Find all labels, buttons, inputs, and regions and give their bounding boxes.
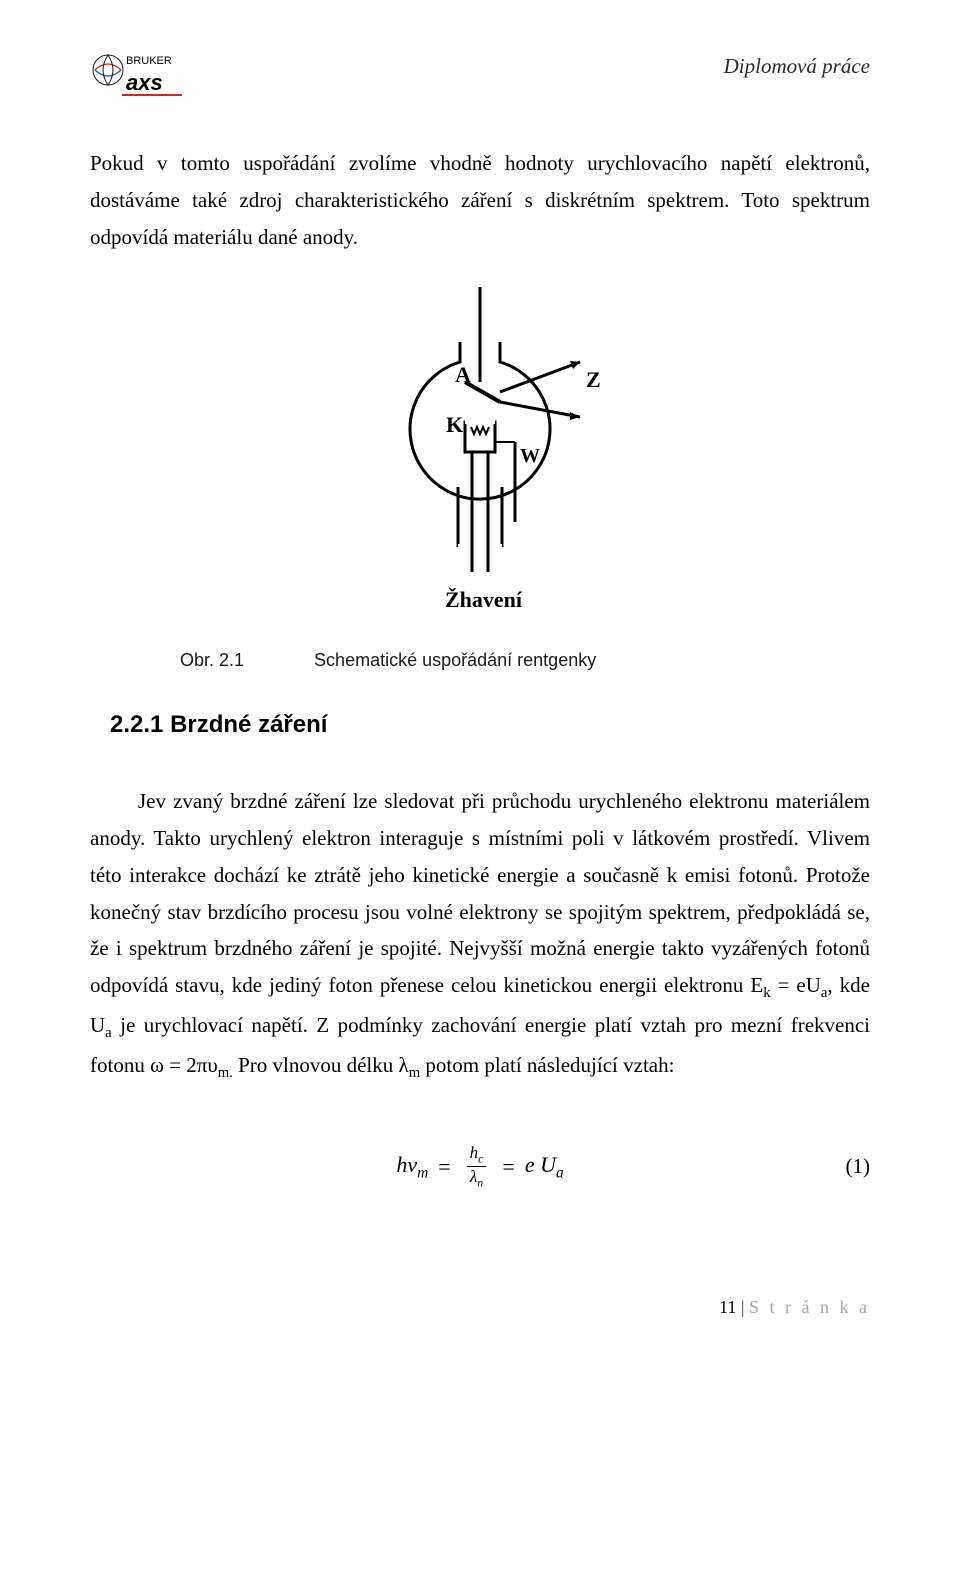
logo-block: BRUKER axs <box>90 50 190 105</box>
equation-row: hvm = hc λn = e Ua (1) <box>90 1137 870 1197</box>
section-heading: 2.2.1 Brzdné záření <box>110 711 870 739</box>
page-container: BRUKER axs Diplomová práce Pokud v tomto… <box>0 0 960 1388</box>
eq-fraction: hc λn <box>467 1144 487 1189</box>
figure-caption-label: Obr. 2.1 <box>180 650 244 671</box>
thesis-type-label: Diplomová práce <box>724 54 870 79</box>
paragraph-intro: Pokud v tomto uspořádání zvolíme vhodně … <box>90 145 870 255</box>
figure-xray-tube: A K W Z Žhavení <box>90 287 870 622</box>
page-header: BRUKER axs Diplomová práce <box>90 50 870 105</box>
bruker-logo-icon: BRUKER axs <box>90 50 190 105</box>
figure-label-w: W <box>520 445 540 467</box>
figure-label-k: K <box>446 412 463 437</box>
footer-sep: | <box>736 1297 749 1317</box>
figure-caption: Obr. 2.1 Schematické uspořádání rentgenk… <box>90 650 870 671</box>
figure-label-z: Z <box>586 367 601 392</box>
figure-caption-text: Schematické uspořádání rentgenky <box>314 650 596 671</box>
equation-number: (1) <box>846 1154 871 1179</box>
page-footer: 11 | S t r á n k a <box>90 1297 870 1318</box>
figure-label-a: A <box>455 362 471 387</box>
section-title: Brzdné záření <box>170 711 327 738</box>
eq-lhs: hvm <box>396 1152 428 1182</box>
figure-label-bottom: Žhavení <box>445 587 523 612</box>
xray-tube-diagram-icon: A K W Z Žhavení <box>350 287 610 617</box>
equation: hvm = hc λn = e Ua <box>396 1144 563 1189</box>
paragraph-body: Jev zvaný brzdné záření lze sledovat při… <box>90 783 870 1086</box>
logo-text-bottom: axs <box>126 70 163 95</box>
page-number: 11 <box>719 1297 736 1317</box>
section-number: 2.2.1 <box>110 711 163 738</box>
page-label: S t r á n k a <box>749 1297 870 1317</box>
eq-rhs: e Ua <box>525 1152 564 1182</box>
logo-text-top: BRUKER <box>126 55 172 67</box>
